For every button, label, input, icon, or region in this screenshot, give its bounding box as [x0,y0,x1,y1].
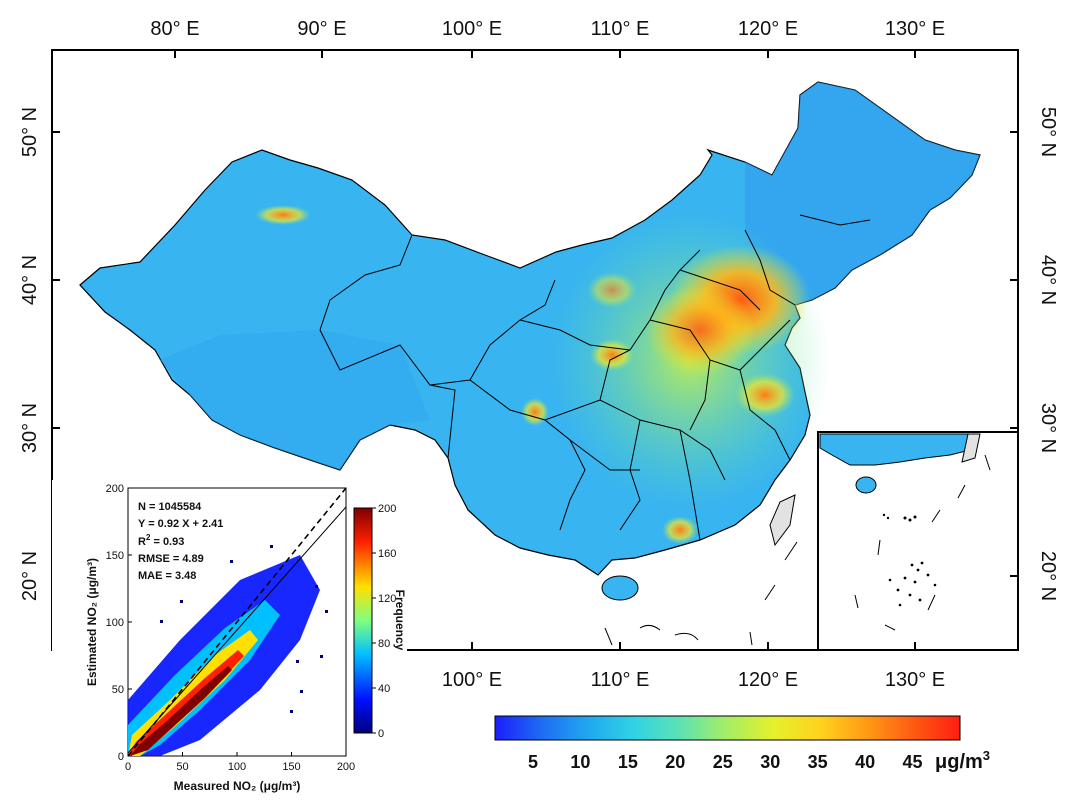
left-lat-label-20: 20° N [19,551,41,601]
colorbar-tick-45: 45 [903,752,923,772]
province-boundaries [319,214,871,541]
scatter-x-ticks: 0 50 100 150 200 [125,752,355,773]
scatter-y-tick-0: 0 [118,751,124,763]
stat-n: N = 1045584 [138,501,202,513]
colorbar-tick-25: 25 [713,752,733,772]
scatter-y-tick-150: 150 [106,550,124,562]
left-lat-label-50: 50° N [19,107,41,157]
left-lat-label-30: 30° N [19,403,41,453]
top-lon-label-120: 120° E [738,18,798,40]
scatter-x-tick-0: 0 [125,761,131,773]
bottom-lon-ticks [471,642,916,650]
scatter-y-ticks: 0 50 100 150 200 [106,483,132,763]
yangtze-hotspot [735,373,795,417]
prd-hotspot [662,516,698,544]
scatter-x-tick-50: 50 [176,761,188,773]
colorbar-tick-10: 10 [570,752,590,772]
scatter-xlabel: Measured NO₂ (μg/m³) [174,779,301,793]
frequency-colorbar [353,507,373,734]
top-lon-ticks [174,50,916,58]
top-lon-label-100: 100° E [442,18,502,40]
frequency-tick-120: 120 [378,593,396,605]
concentration-colorbar [494,715,961,741]
bottom-lon-label-120: 120° E [738,669,798,691]
scatter-ylabel: Estimated NO₂ (μg/m³) [85,558,99,686]
taiwan-island [769,494,796,547]
right-lat-label-40: 40° N [1037,255,1059,305]
frequency-tick-0: 0 [378,728,384,740]
chengdu-hotspot [521,398,549,426]
density-core [130,666,232,756]
top-lon-label-130: 130° E [885,18,945,40]
colorbar-tick-5: 5 [528,752,538,772]
northeast-region [745,82,980,305]
top-lon-label-90: 90° E [297,18,346,40]
right-lat-label-50: 50° N [1037,107,1059,157]
stat-mae: MAE = 3.48 [138,570,196,582]
top-lon-label-110: 110° E [591,18,650,40]
scatter-y-tick-100: 100 [106,617,124,629]
scatter-y-tick-50: 50 [112,684,124,696]
frequency-tick-80: 80 [378,638,390,650]
scatter-y-tick-200: 200 [106,483,124,495]
frequency-label: Frequency [393,590,407,651]
colorbar-tick-30: 30 [760,752,780,772]
one-to-one-line [127,487,347,757]
frequency-ticks: 0 40 80 120 160 200 [372,503,396,740]
xian-hotspot [590,339,634,371]
frequency-tick-200: 200 [378,503,396,515]
bottom-lon-label-110: 110° E [591,669,650,691]
colorbar-tick-40: 40 [855,752,875,772]
right-lat-ticks [1010,131,1018,577]
left-lat-ticks [52,131,60,429]
inset-islands [882,513,937,607]
tibet-region [160,330,430,470]
scatter-x-tick-100: 100 [228,761,246,773]
scs-dashes [604,541,798,646]
stat-fit: Y = 0.92 X + 2.41 [138,518,223,530]
colorbar-ticks: 5 10 15 20 25 30 35 40 45 [528,752,923,772]
scatter-x-tick-150: 150 [282,761,300,773]
ncp-hotspot-2 [645,285,755,375]
top-lon-label-80: 80° E [150,18,199,40]
hainan-island [601,575,639,601]
colorbar-unit: μg/m3 [935,748,990,773]
left-lat-label-40: 40° N [19,255,41,305]
scatter-outliers [160,545,328,713]
inset-hainan [855,476,877,494]
bottom-lon-label-100: 100° E [442,669,502,691]
south-china-sea-inset [817,431,1019,651]
urumqi-hotspot [255,205,311,225]
frequency-tick-40: 40 [378,683,390,695]
scatter-x-tick-200: 200 [337,761,355,773]
inset-dashes [854,454,991,631]
colorbar-tick-15: 15 [618,752,638,772]
frequency-tick-160: 160 [378,548,396,560]
regression-line [127,506,347,754]
scatter-density [128,545,328,756]
bottom-lon-label-130: 130° E [885,669,945,691]
stat-rmse: RMSE = 4.89 [138,553,204,565]
colorbar-tick-35: 35 [808,752,828,772]
stat-r2: R2 = 0.93 [138,533,184,548]
right-lat-label-30: 30° N [1037,403,1059,453]
right-lat-label-20: 20° N [1037,551,1059,601]
inner-mongolia-hotspot [587,272,637,308]
colorbar-tick-20: 20 [665,752,685,772]
inset-taiwan [961,433,981,463]
